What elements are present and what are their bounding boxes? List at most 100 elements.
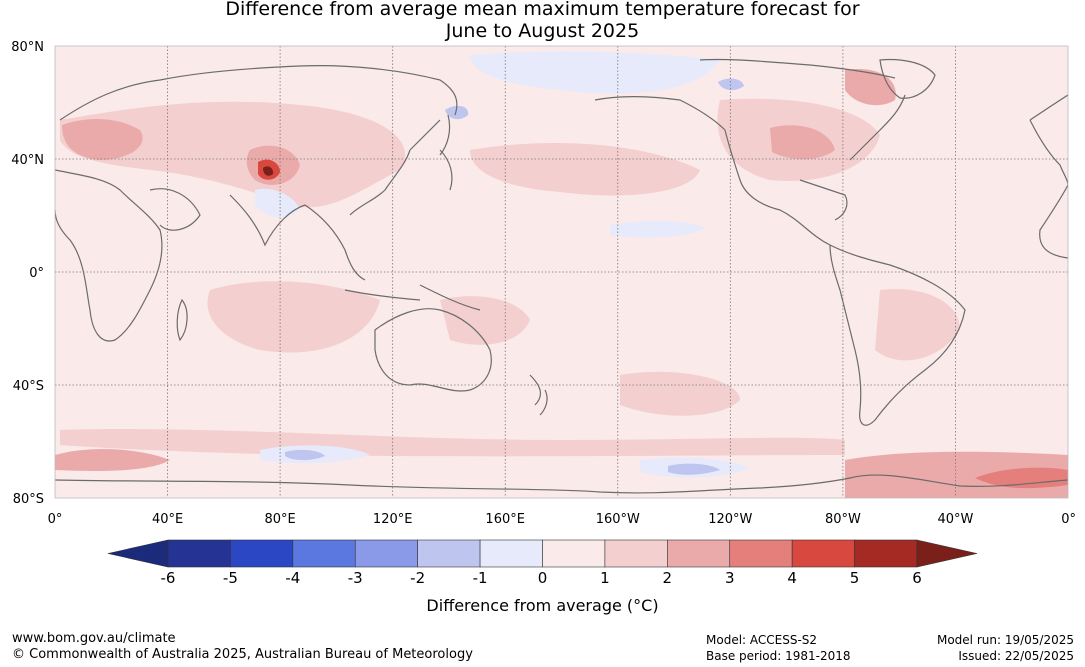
lat-label-40s: 40°S [13, 379, 44, 394]
coastline-west-europe [1029, 94, 1068, 186]
colorbar-over-arrow [916, 539, 978, 568]
colorbar-tick-label: 0 [538, 569, 548, 587]
colorbar-tick-label: 1 [600, 569, 610, 587]
anomaly-region-south-pacific [620, 371, 740, 416]
lon-label-80e: 80°E [264, 512, 295, 527]
lon-label-160w: 160°W [596, 512, 640, 527]
coastline-west-africa [1039, 184, 1068, 259]
coastline-canada-arctic [699, 58, 896, 79]
lon-label-40e: 40°E [152, 512, 183, 527]
anomaly-region-india-cool [255, 188, 300, 218]
anomaly-region-arctic-canada [718, 78, 744, 91]
colorbar-under-arrow [107, 539, 169, 568]
colorbar-cell [854, 539, 918, 568]
footer-model: Model: ACCESS-S2 [706, 633, 818, 647]
anomaly-shading [55, 51, 1068, 498]
coastline-eurasia-north [59, 65, 458, 121]
colorbar-tick-label: -1 [473, 569, 488, 587]
coastline-madagascar [176, 298, 188, 342]
coastline-arabia [149, 188, 201, 231]
colorbar-cell [604, 539, 668, 568]
anomaly-region-arctic-cool [470, 51, 720, 94]
anomaly-region-southern-ocean-cool-4 [668, 463, 720, 475]
colorbar-tick-label: 4 [787, 569, 797, 587]
footer-base-period: Base period: 1981-2018 [706, 649, 851, 663]
colorbar-tick-label: 2 [663, 569, 673, 587]
anomaly-region-south-america [875, 289, 960, 361]
map-title: Difference from average mean maximum tem… [0, 0, 1085, 42]
coastline-alaska [594, 96, 726, 131]
colorbar-cell [791, 539, 855, 568]
anomaly-region-north-pacific [470, 142, 700, 196]
colorbar: -6 -5 -4 -3 -2 -1 0 1 2 3 4 5 6 [107, 539, 978, 587]
coastline-india [229, 194, 306, 247]
anomaly-hotspot-core [263, 166, 274, 176]
anomaly-region-south-ocean-band [60, 428, 845, 457]
colorbar-tick-label: -2 [410, 569, 425, 587]
footer-issued: Issued: 22/05/2025 [958, 649, 1074, 663]
latitude-labels: 80°N 40°N 0° 40°S 80°S [11, 40, 44, 507]
anomaly-region-central-pacific-cool [610, 220, 705, 238]
coastline-north-america [724, 94, 906, 246]
colorbar-cell [667, 539, 731, 568]
colorbar-cell [354, 539, 418, 568]
longitude-labels: 0° 40°E 80°E 120°E 160°E 160°W 120°W 80°… [48, 512, 1076, 527]
lon-label-160e: 160°E [485, 512, 525, 527]
colorbar-tick-labels: -6 -5 -4 -3 -2 -1 0 1 2 3 4 5 6 [161, 569, 922, 587]
anomaly-region-kamchatka [445, 105, 469, 120]
lat-label-80n: 80°N [11, 40, 44, 55]
anomaly-region-antarctic-hot [975, 467, 1068, 489]
colorbar-tick-label: 3 [725, 569, 735, 587]
lat-label-40n: 40°N [11, 153, 44, 168]
lon-label-80w: 80°W [825, 512, 861, 527]
anomaly-region-southern-ocean-west [55, 448, 170, 471]
anomaly-region-europe [62, 118, 143, 160]
lon-label-120w: 120°W [708, 512, 752, 527]
colorbar-cell [167, 539, 231, 568]
coastline-gulf-mexico [799, 179, 848, 221]
colorbar-tick-label: 6 [912, 569, 922, 587]
colorbar-cell [292, 539, 356, 568]
lat-label-0: 0° [29, 266, 44, 281]
coastline-africa [55, 169, 163, 342]
footer-website: www.bom.gov.au/climate [12, 631, 176, 646]
colorbar-tick-label: -5 [223, 569, 238, 587]
coastline-australia [374, 308, 492, 392]
lon-label-0: 0° [48, 512, 63, 527]
footer-copyright: © Commonwealth of Australia 2025, Austra… [12, 647, 473, 662]
anomaly-region-tropical-pacific [440, 296, 530, 345]
coastline-new-zealand [529, 374, 548, 416]
lat-label-80s: 80°S [13, 492, 44, 507]
coastlines [55, 58, 1068, 494]
coastline-south-america [829, 244, 966, 426]
colorbar-cell [729, 539, 793, 568]
lon-label-40w: 40°W [937, 512, 973, 527]
anomaly-region-greenland [845, 69, 896, 106]
coastline-southeast-asia [304, 149, 411, 281]
colorbar-tick-label: -6 [161, 569, 176, 587]
coastline-antarctica [55, 474, 1068, 494]
footer-model-run: Model run: 19/05/2025 [936, 633, 1074, 647]
anomaly-region-usa [770, 125, 835, 160]
colorbar-cell [542, 539, 606, 568]
lon-label-0-east: 0° [1061, 512, 1076, 527]
map-frame [54, 45, 1069, 499]
anomaly-region-north-asia [60, 101, 406, 208]
coastline-indonesia [344, 284, 481, 311]
colorbar-cell [230, 539, 294, 568]
colorbar-cell [417, 539, 481, 568]
colorbar-label: Difference from average (°C) [426, 596, 659, 615]
graticule [55, 46, 1068, 498]
title-line-2: June to August 2025 [445, 20, 640, 42]
colorbar-cell [479, 539, 543, 568]
colorbar-tick-label: -3 [348, 569, 363, 587]
coastline-japan [439, 149, 453, 191]
lon-label-120e: 120°E [373, 512, 413, 527]
coastline-greenland [879, 58, 936, 99]
colorbar-cells [167, 539, 918, 568]
colorbar-tick-label: 5 [850, 569, 860, 587]
colorbar-tick-label: -4 [285, 569, 300, 587]
title-line-1: Difference from average mean maximum tem… [225, 0, 860, 20]
anomaly-region-indian-ocean [207, 281, 380, 353]
